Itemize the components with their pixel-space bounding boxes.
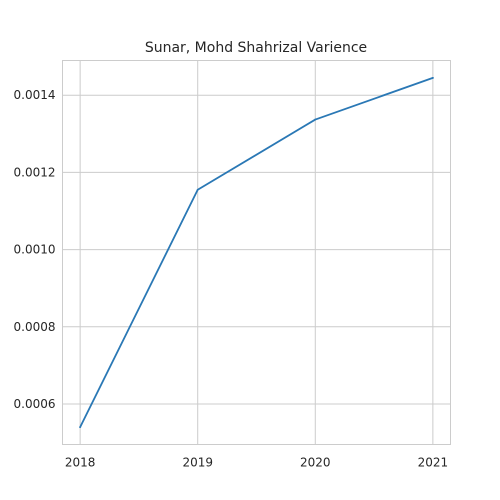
data-point-2020 (314, 118, 317, 121)
data-point-2019 (196, 188, 199, 191)
series-group (79, 76, 434, 429)
series-line-0 (79, 76, 434, 429)
y-gridlines (62, 94, 451, 405)
x-tick-labels: 2018 2019 2020 2021 (65, 456, 448, 470)
x-gridlines (79, 60, 434, 445)
y-tick-label-1: 0.0008 (14, 320, 56, 334)
x-tick-label-2018: 2018 (65, 456, 96, 470)
chart-title: Sunar, Mohd Shahrizal Varience (145, 40, 367, 56)
x-tick-label-2019: 2019 (182, 456, 213, 470)
y-tick-label-0: 0.0006 (14, 397, 56, 411)
x-tick-label-2021: 2021 (418, 456, 449, 470)
x-tick-label-2020: 2020 (300, 456, 331, 470)
y-tick-label-2: 0.0010 (14, 243, 56, 257)
y-tick-label-4: 0.0014 (14, 88, 56, 102)
data-point-2018 (79, 426, 82, 429)
y-tick-label-3: 0.0012 (14, 165, 56, 179)
data-point-2021 (431, 76, 434, 79)
plot-area-frame (62, 60, 451, 445)
y-tick-labels: 0.0006 0.0008 0.0010 0.0012 0.0014 (14, 88, 56, 411)
